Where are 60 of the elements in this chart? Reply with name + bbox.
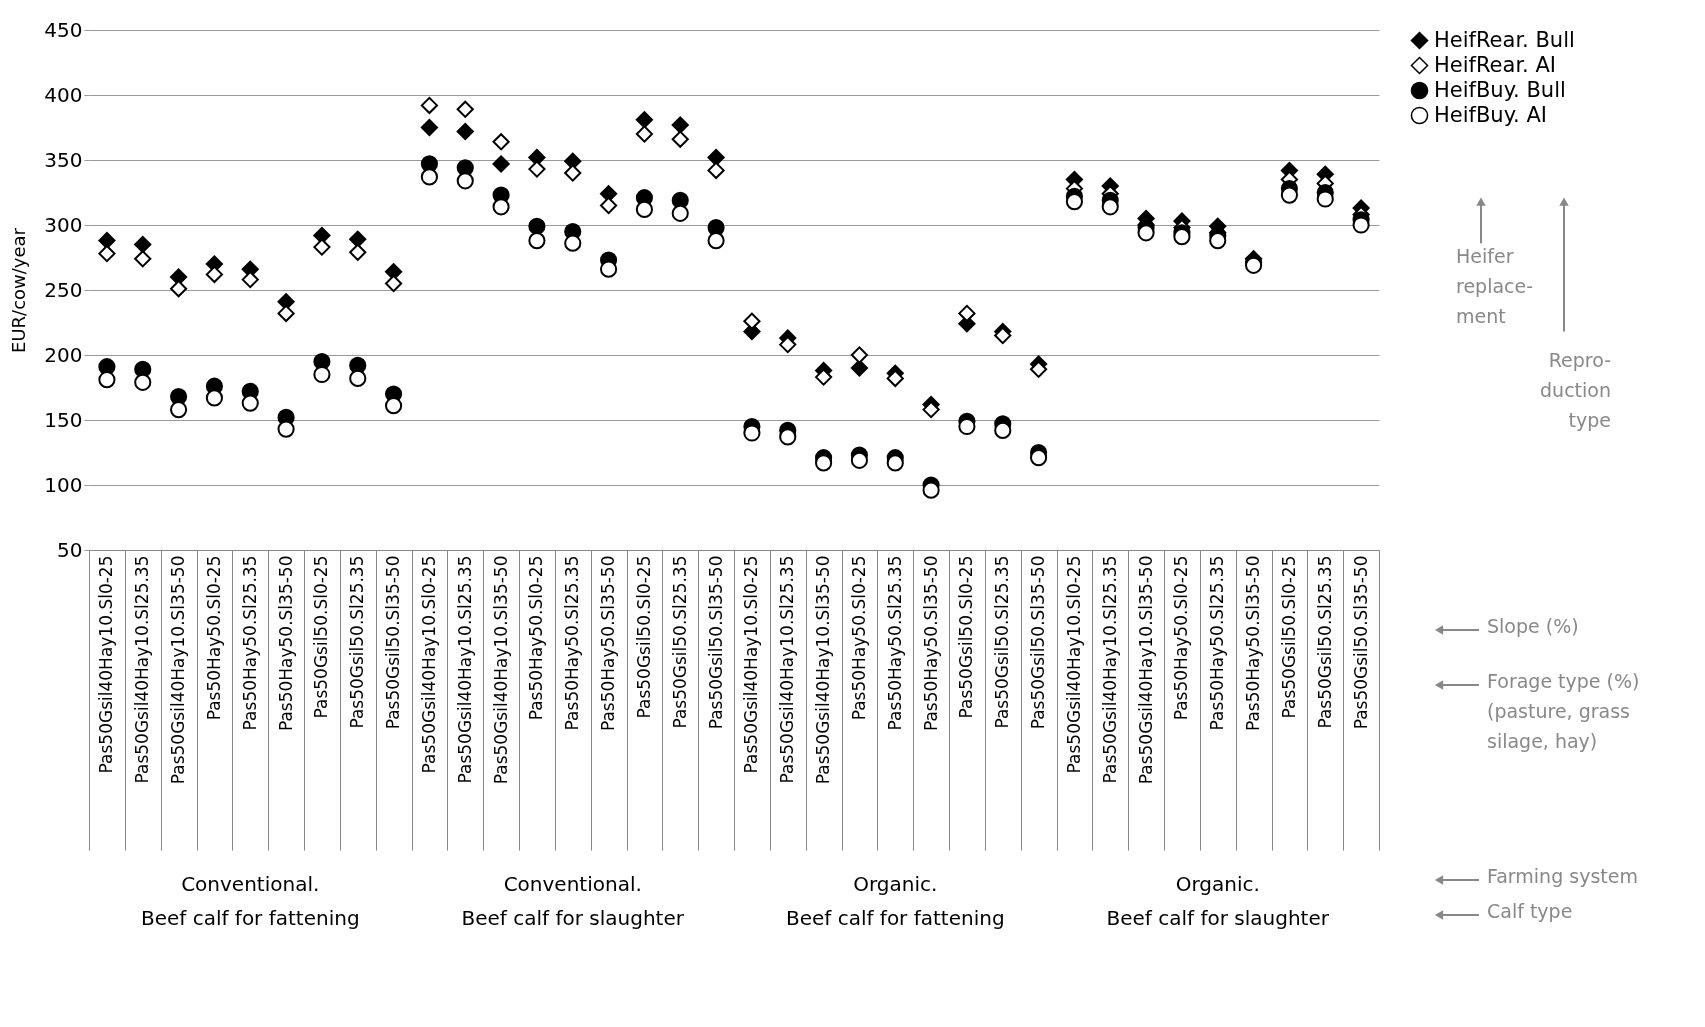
text: Heifer replace- ment — [1456, 245, 1534, 328]
text: Slope (%) — [1487, 615, 1579, 637]
y-tick-label: 450 — [44, 17, 83, 42]
y-tick-label: 200 — [44, 342, 83, 367]
x-tick-label: Pas50Gsil50.Sl0-25 — [311, 555, 332, 719]
x-tick-label: Pas50Gsil50.Sl35-50 — [383, 555, 404, 730]
x-tick-label: Pas50Hay50.Sl35-50 — [1243, 555, 1264, 732]
x-tick-label: Pas50Hay50.Sl0-25 — [203, 555, 224, 721]
y-axis-title: EUR/cow/year — [8, 227, 30, 353]
y-tick-label: 100 — [44, 472, 83, 497]
x-tick-label: Pas50Hay50.Sl0-25 — [526, 555, 547, 721]
x-tick-label: Pas50Gsil40Hay10.Sl35-50 — [1135, 555, 1156, 785]
y-tick-label: 50 — [57, 537, 83, 562]
x-tick-label: Pas50Gsil40Hay10.Sl0-25 — [741, 555, 762, 774]
y-tick-label: 250 — [44, 277, 83, 302]
text: Organic. Beef calf for slaughter — [1106, 872, 1330, 930]
x-tick-label: Pas50Gsil50.Sl35-50 — [705, 555, 726, 730]
text: Repro- duction type — [1540, 349, 1611, 432]
text: Calf type — [1487, 900, 1573, 922]
x-tick-label: Pas50Gsil40Hay10.Sl0-25 — [418, 555, 439, 774]
legend-label: HeifRear. Bull — [1434, 27, 1575, 52]
x-tick-label: Pas50Gsil40Hay10.Sl25.35 — [132, 555, 153, 784]
x-tick-label: Pas50Hay50.Sl0-25 — [1171, 555, 1192, 721]
legend-label: HeifBuy. AI — [1434, 102, 1547, 127]
text: Organic. Beef calf for fattening — [785, 872, 1005, 930]
y-tick-label: 400 — [44, 82, 83, 107]
x-tick-label: Pas50Gsil40Hay10.Sl25.35 — [777, 555, 798, 784]
x-tick-label: Pas50Gsil50.Sl0-25 — [1278, 555, 1299, 719]
y-tick-label: 300 — [44, 212, 83, 237]
x-tick-label: Pas50Hay50.Sl35-50 — [920, 555, 941, 732]
x-tick-label: Pas50Gsil50.Sl25.35 — [347, 555, 368, 729]
x-tick-label: Pas50Hay50.Sl25.35 — [562, 555, 583, 731]
x-tick-label: Pas50Gsil50.Sl0-25 — [956, 555, 977, 719]
x-tick-label: Pas50Hay50.Sl25.35 — [884, 555, 905, 731]
x-tick-label: Pas50Gsil40Hay10.Sl25.35 — [1099, 555, 1120, 784]
text: Conventional. Beef calf for fattening — [140, 872, 360, 930]
x-tick-label: Pas50Gsil40Hay10.Sl0-25 — [96, 555, 117, 774]
x-tick-label: Pas50Gsil50.Sl25.35 — [992, 555, 1013, 729]
x-tick-label: Pas50Hay50.Sl25.35 — [1207, 555, 1228, 731]
x-tick-label: Pas50Hay50.Sl0-25 — [848, 555, 869, 721]
y-tick-label: 150 — [44, 407, 83, 432]
x-tick-label: Pas50Gsil50.Sl35-50 — [1350, 555, 1371, 730]
x-tick-label: Pas50Gsil50.Sl25.35 — [1314, 555, 1335, 729]
x-tick-label: Pas50Hay50.Sl25.35 — [239, 555, 260, 731]
x-tick-label: Pas50Gsil40Hay10.Sl0-25 — [1063, 555, 1084, 774]
x-tick-label: Pas50Hay50.Sl35-50 — [275, 555, 296, 732]
text: Forage type (%) (pasture, grass silage, hay) — [1487, 670, 1640, 752]
x-tick-label: Pas50Gsil40Hay10.Sl35-50 — [168, 555, 189, 785]
x-tick-label: Pas50Gsil50.Sl25.35 — [669, 555, 690, 729]
x-tick-label: Pas50Gsil50.Sl0-25 — [633, 555, 654, 719]
x-tick-label: Pas50Gsil40Hay10.Sl35-50 — [490, 555, 511, 785]
x-tick-label: Pas50Hay50.Sl35-50 — [598, 555, 619, 732]
text: Conventional. Beef calf for slaughter — [461, 872, 685, 930]
legend-label: HeifRear. AI — [1434, 52, 1556, 77]
x-tick-label: Pas50Gsil40Hay10.Sl35-50 — [813, 555, 834, 785]
legend-label: HeifBuy. Bull — [1434, 77, 1566, 102]
y-tick-label: 350 — [44, 147, 83, 172]
text: Farming system — [1487, 865, 1638, 887]
x-tick-label: Pas50Gsil50.Sl35-50 — [1028, 555, 1049, 730]
x-tick-label: Pas50Gsil40Hay10.Sl25.35 — [454, 555, 475, 784]
